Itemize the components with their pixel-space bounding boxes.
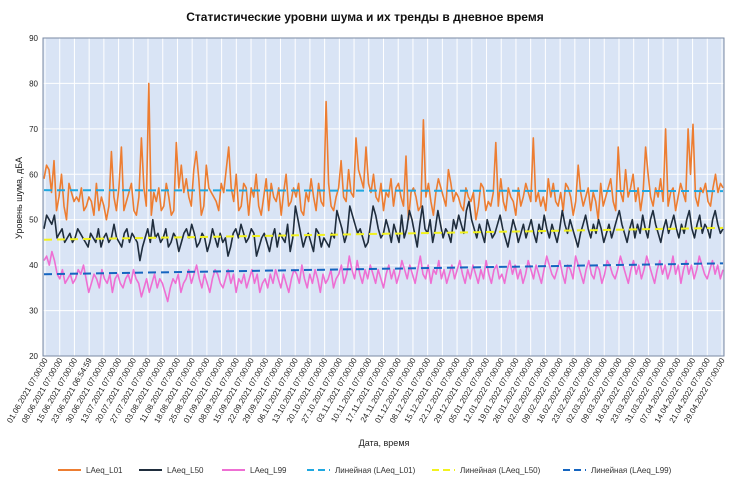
y-tick-label: 30 <box>29 307 38 316</box>
y-axis-title: Уровень шума, дБА <box>14 157 24 239</box>
y-tick-label: 60 <box>29 170 38 179</box>
legend-label: Линейная (LAeq_L50) <box>460 466 541 475</box>
legend-label: Линейная (LAeq_L99) <box>591 466 672 475</box>
legend-label: LAeq_L50 <box>167 466 204 475</box>
legend-entry: Линейная (LAeq_L01) <box>307 466 416 475</box>
legend-label: LAeq_L01 <box>86 466 123 475</box>
y-tick-label: 90 <box>29 34 38 43</box>
y-axis-ticks: 20 30 40 50 60 70 80 90 <box>29 34 38 361</box>
trend-line-5 <box>43 262 724 276</box>
legend-entry: LAeq_L01 <box>58 466 123 475</box>
trend-line-4 <box>43 226 724 241</box>
legend: LAeq_L01 LAeq_L50 LAeq_L99 Линейная (LAeq_L… <box>58 466 672 475</box>
y-tick-label: 70 <box>29 125 38 134</box>
y-tick-label: 20 <box>29 352 38 361</box>
trend-line-3 <box>43 189 724 193</box>
legend-entry: LAeq_L50 <box>139 466 204 475</box>
legend-label: LAeq_L99 <box>250 466 287 475</box>
legend-entry: Линейная (LAeq_L99) <box>563 466 672 475</box>
chart-title: Статистические уровни шума и их тренды в… <box>186 10 543 24</box>
series-line-laeq-l01 <box>43 82 724 221</box>
plot-border <box>42 37 725 357</box>
series-layer <box>43 82 724 303</box>
y-tick-label: 50 <box>29 216 38 225</box>
y-tick-label: 40 <box>29 261 38 270</box>
legend-label: Линейная (LAeq_L01) <box>335 466 416 475</box>
legend-entry: Линейная (LAeq_L50) <box>432 466 541 475</box>
y-tick-label: 80 <box>29 79 38 88</box>
x-axis-title: Дата, время <box>359 438 410 448</box>
legend-entry: LAeq_L99 <box>222 466 287 475</box>
